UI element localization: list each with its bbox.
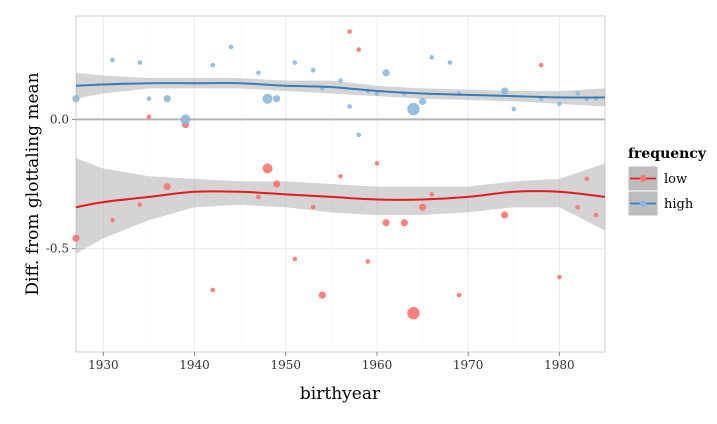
- data-points: [72, 29, 599, 320]
- point-high: [511, 106, 517, 112]
- point-high: [418, 97, 427, 105]
- point-low: [374, 161, 380, 166]
- point-high: [292, 60, 298, 65]
- x-tick-label: 1980: [544, 358, 575, 372]
- point-high: [407, 102, 420, 116]
- y-tick-label: -0.5: [46, 242, 69, 256]
- point-low: [382, 219, 390, 227]
- point-high: [256, 70, 261, 76]
- point-low: [318, 291, 326, 299]
- point-high: [146, 96, 152, 102]
- point-high: [501, 87, 509, 95]
- point-low: [365, 259, 371, 264]
- point-low: [273, 180, 281, 188]
- point-high: [347, 104, 352, 109]
- point-high: [310, 67, 316, 73]
- legend-keys: low high: [627, 165, 694, 217]
- point-low: [137, 202, 143, 207]
- point-low: [407, 307, 420, 320]
- legend-label-high: high: [664, 197, 694, 212]
- x-tick-label: 1950: [271, 358, 302, 372]
- point-high: [137, 60, 143, 65]
- plot-panel: [75, 15, 606, 353]
- x-tick-label: 1970: [453, 358, 484, 372]
- legend-point-low: [639, 175, 647, 182]
- point-high: [273, 95, 281, 103]
- point-low: [110, 217, 115, 223]
- legend-label-low: low: [664, 172, 687, 187]
- point-high: [262, 93, 273, 104]
- point-low: [400, 219, 408, 227]
- point-low: [356, 47, 362, 52]
- point-low: [210, 287, 216, 293]
- y-tick-label: 0.0: [50, 112, 69, 126]
- point-high: [429, 55, 435, 60]
- point-high: [356, 132, 362, 138]
- smooth-lines: [75, 82, 606, 209]
- grid-lines: [76, 16, 605, 352]
- point-low: [538, 62, 544, 68]
- point-low: [262, 163, 273, 174]
- point-low: [163, 182, 171, 191]
- point-low: [418, 203, 427, 211]
- point-low: [456, 292, 462, 298]
- point-high: [338, 78, 343, 83]
- point-high: [447, 60, 453, 65]
- point-high: [180, 114, 191, 125]
- y-axis-title: Diff. from glottaling mean: [23, 72, 43, 295]
- smooth-line-low: [75, 190, 606, 209]
- point-high: [110, 57, 115, 63]
- x-tick-label: 1960: [362, 358, 393, 372]
- point-low: [501, 211, 509, 219]
- point-low: [72, 234, 80, 242]
- point-low: [584, 176, 590, 182]
- ribbon-low: [76, 158, 605, 254]
- y-axis-ticks: 0.0 -0.5: [46, 112, 76, 256]
- point-low: [256, 194, 261, 200]
- point-low: [292, 256, 298, 262]
- point-high: [374, 91, 380, 96]
- legend: frequency low high: [627, 146, 707, 217]
- x-tick-label: 1940: [179, 358, 210, 372]
- point-low: [429, 192, 435, 197]
- point-high: [163, 95, 171, 103]
- legend-title: frequency: [628, 146, 707, 162]
- point-high: [228, 44, 234, 50]
- point-high: [382, 69, 390, 77]
- legend-point-high: [639, 200, 647, 207]
- point-low: [338, 173, 343, 179]
- point-high: [72, 95, 80, 103]
- point-low: [593, 212, 599, 218]
- point-high: [557, 101, 562, 107]
- smooth-line-high: [75, 82, 606, 99]
- point-high: [210, 62, 216, 68]
- x-tick-label: 1930: [88, 358, 119, 372]
- ribbon-high: [76, 72, 605, 107]
- point-low: [146, 114, 152, 120]
- x-axis-title: birthyear: [300, 384, 381, 404]
- confidence-ribbons: [76, 72, 605, 254]
- point-low: [347, 29, 352, 34]
- point-low: [575, 204, 580, 210]
- point-high: [575, 91, 580, 96]
- x-axis-ticks: 1930 1940 1950 1960 1970 1980: [88, 352, 575, 372]
- point-low: [310, 204, 316, 210]
- point-low: [557, 274, 562, 280]
